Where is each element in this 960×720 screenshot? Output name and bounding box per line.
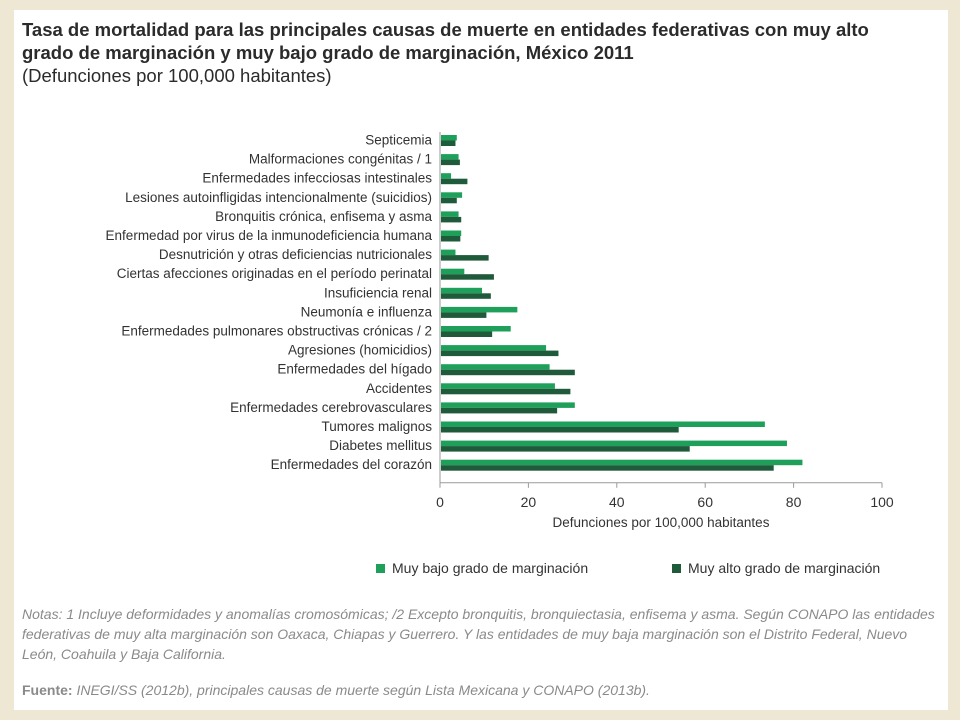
category-label: Lesiones autoinfligidas intencionalmente… (125, 190, 432, 205)
bar-muy-alto (441, 331, 493, 337)
category-label: Enfermedades cerebrovasculares (230, 400, 432, 415)
bar-muy-alto (441, 407, 558, 414)
category-label: Septicemia (365, 133, 432, 148)
category-label: Ciertas afecciones originadas en el perí… (117, 266, 432, 281)
bar-muy-alto (441, 216, 462, 223)
bar-muy-alto (441, 274, 494, 280)
bar-muy-bajo (441, 287, 482, 294)
category-label: Enfermedades pulmonares obstructivas cró… (121, 324, 432, 339)
category-label: Insuficiencia renal (324, 285, 432, 300)
bar-muy-bajo (441, 268, 465, 275)
category-label: Enfermedades infecciosas intestinales (202, 171, 432, 186)
category-label: Accidentes (366, 381, 432, 396)
bar-muy-alto (441, 312, 487, 318)
title-line-2: grado de marginación y muy bajo grado de… (22, 42, 634, 63)
category-label: Desnutrición y otras deficiencias nutric… (159, 247, 432, 262)
x-tick-label: 20 (521, 494, 537, 510)
slide-panel: Tasa de mortalidad para las principales … (14, 10, 948, 710)
category-label: Malformaciones congénitas / 1 (249, 152, 432, 167)
legend-swatch-low (376, 563, 385, 573)
chart-notes: Notas: 1 Incluye deformidades y anomalía… (22, 606, 935, 662)
bar-muy-alto (441, 427, 679, 433)
source-text: INEGI/SS (2012b), principales causas de … (72, 682, 650, 698)
bar-muy-alto (441, 293, 491, 299)
bar-muy-alto (441, 178, 468, 185)
category-label: Neumonía e influenza (301, 304, 433, 319)
bar-muy-bajo (441, 173, 452, 179)
category-label: Bronquitis crónica, enfisema y asma (215, 209, 432, 224)
chart-title: Tasa de mortalidad para las principales … (22, 18, 942, 87)
bar-chart: 0 20 40 60 80 100 Defunciones por 100,000 habi… (106, 132, 894, 530)
bar-muy-alto (441, 255, 489, 261)
x-axis-label: Defunciones por 100,000 habitantes (553, 515, 770, 530)
bar-muy-alto (441, 369, 575, 376)
category-label: Enfermedades del hígado (277, 362, 432, 377)
title-line-3: (Defunciones por 100,000 habitantes) (22, 65, 332, 86)
bar-muy-bajo (441, 421, 765, 427)
bar-muy-bajo (441, 249, 456, 256)
bar-muy-alto (441, 140, 456, 146)
bar-muy-alto (441, 350, 559, 357)
legend-item-high: Muy alto grado de marginación (672, 560, 880, 576)
chart-source: Fuente: INEGI/SS (2012b), principales ca… (22, 680, 942, 700)
bar-muy-bajo (441, 383, 555, 389)
bar-muy-alto (441, 446, 690, 452)
x-tick-label: 0 (436, 494, 444, 510)
legend-label-low: Muy bajo grado de marginación (392, 560, 589, 576)
title-line-1: Tasa de mortalidad para las principales … (22, 19, 869, 40)
x-tick-label: 40 (609, 494, 625, 510)
bar-muy-alto (441, 388, 571, 395)
bar-muy-alto (441, 197, 457, 204)
x-tick-label: 100 (870, 494, 894, 510)
x-tick-label: 60 (697, 494, 713, 510)
bar-muy-bajo (441, 440, 787, 447)
category-label: Enfermedad por virus de la inmunodeficie… (106, 228, 433, 243)
bar-muy-bajo (441, 364, 550, 370)
bar-muy-alto (441, 159, 460, 166)
source-label: Fuente: (22, 682, 73, 698)
bar-muy-bajo (441, 135, 457, 141)
bar-muy-bajo (441, 154, 459, 160)
category-label: Enfermedades del corazón (271, 457, 432, 472)
bar-muy-bajo (441, 459, 803, 466)
legend-item-low: Muy bajo grado de marginación (376, 560, 588, 576)
bar-muy-bajo (441, 230, 462, 236)
category-label: Agresiones (homicidios) (288, 343, 432, 358)
category-label: Tumores malignos (321, 419, 432, 434)
bar-muy-bajo (441, 211, 459, 217)
bar-muy-alto (441, 236, 461, 242)
bar-muy-alto (441, 465, 774, 471)
x-tick-label: 80 (786, 494, 802, 510)
bar-muy-bajo (441, 192, 463, 198)
bar-muy-bajo (441, 306, 518, 313)
bar-muy-bajo (441, 402, 575, 408)
bar-muy-bajo (441, 345, 547, 351)
bar-muy-bajo (441, 326, 511, 332)
legend-swatch-high (672, 563, 681, 573)
legend-label-high: Muy alto grado de marginación (688, 560, 881, 576)
category-label: Diabetes mellitus (329, 438, 432, 453)
